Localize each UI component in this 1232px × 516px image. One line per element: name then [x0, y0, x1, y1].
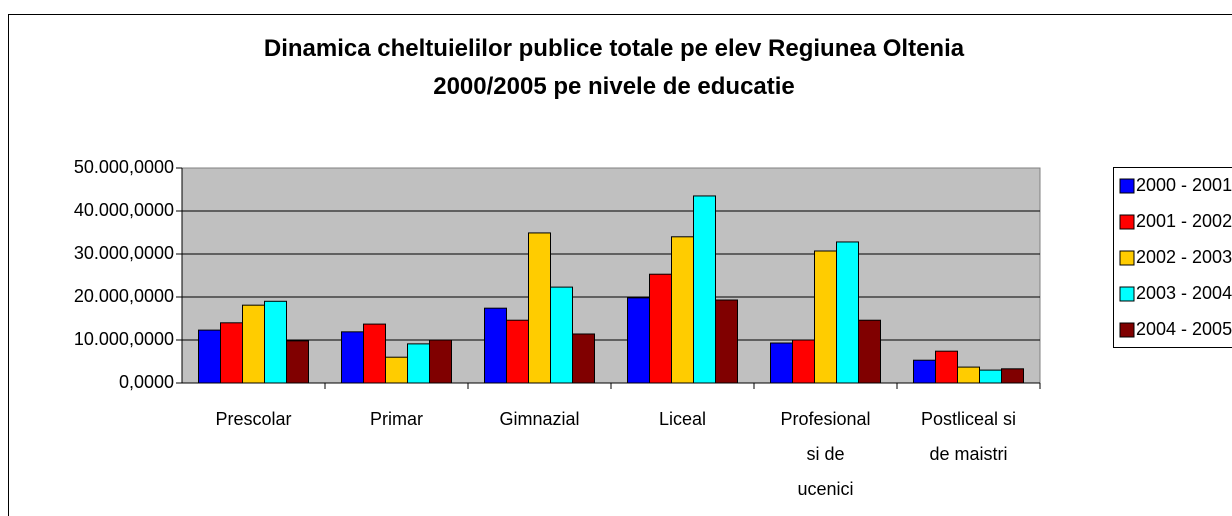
x-tick-label: Liceal — [659, 409, 706, 429]
legend-swatch — [1119, 250, 1135, 266]
chart-title: Dinamica cheltuielilor publice totale pe… — [264, 35, 965, 100]
bar — [220, 322, 243, 384]
x-tick-label: Profesional si de ucenici — [780, 409, 870, 499]
bar — [627, 297, 650, 384]
bar — [913, 359, 936, 384]
bar — [979, 369, 1002, 384]
x-tick-label: Primar — [370, 409, 423, 429]
bar — [385, 356, 408, 384]
bar — [242, 304, 265, 384]
bar — [506, 319, 529, 384]
bar — [858, 319, 881, 384]
bar — [792, 339, 815, 384]
bar — [572, 333, 595, 384]
bar — [814, 250, 837, 384]
bar — [363, 323, 386, 384]
bar — [1001, 368, 1024, 384]
bar — [693, 195, 716, 384]
legend-label: 2000 - 2001 — [1136, 175, 1232, 195]
x-tick-label: Gimnazial — [499, 409, 579, 429]
x-tick-label: Prescolar — [215, 409, 291, 429]
bar — [715, 299, 738, 384]
bar — [528, 232, 551, 384]
x-tick-label: Postliceal si de maistri — [921, 409, 1016, 464]
bar — [550, 286, 573, 384]
bar — [407, 343, 430, 384]
legend-swatch — [1119, 178, 1135, 194]
y-tick-label: 50.000,0000 — [74, 157, 174, 177]
bar — [484, 307, 507, 384]
legend-swatch — [1119, 286, 1135, 302]
legend-label: 2003 - 2004 — [1136, 283, 1232, 303]
legend-swatch — [1119, 214, 1135, 230]
bar — [649, 273, 672, 384]
y-tick-label: 0,0000 — [119, 372, 174, 392]
bar — [836, 241, 859, 384]
bar — [198, 329, 221, 384]
y-tick-label: 10.000,0000 — [74, 329, 174, 349]
legend-swatch — [1119, 322, 1135, 338]
bar — [671, 236, 694, 384]
bar — [770, 342, 793, 384]
legend-label: 2002 - 2003 — [1136, 247, 1232, 267]
bar — [935, 350, 958, 384]
legend-label: 2004 - 2005 — [1136, 319, 1232, 339]
bar — [429, 339, 452, 384]
bar — [264, 300, 287, 384]
bar — [341, 331, 364, 384]
plot-area — [181, 167, 1041, 384]
bar — [957, 366, 980, 384]
legend-label: 2001 - 2002 — [1136, 211, 1232, 231]
y-tick-label: 30.000,0000 — [74, 243, 174, 263]
y-tick-label: 20.000,0000 — [74, 286, 174, 306]
y-tick-label: 40.000,0000 — [74, 200, 174, 220]
bar — [286, 340, 309, 384]
